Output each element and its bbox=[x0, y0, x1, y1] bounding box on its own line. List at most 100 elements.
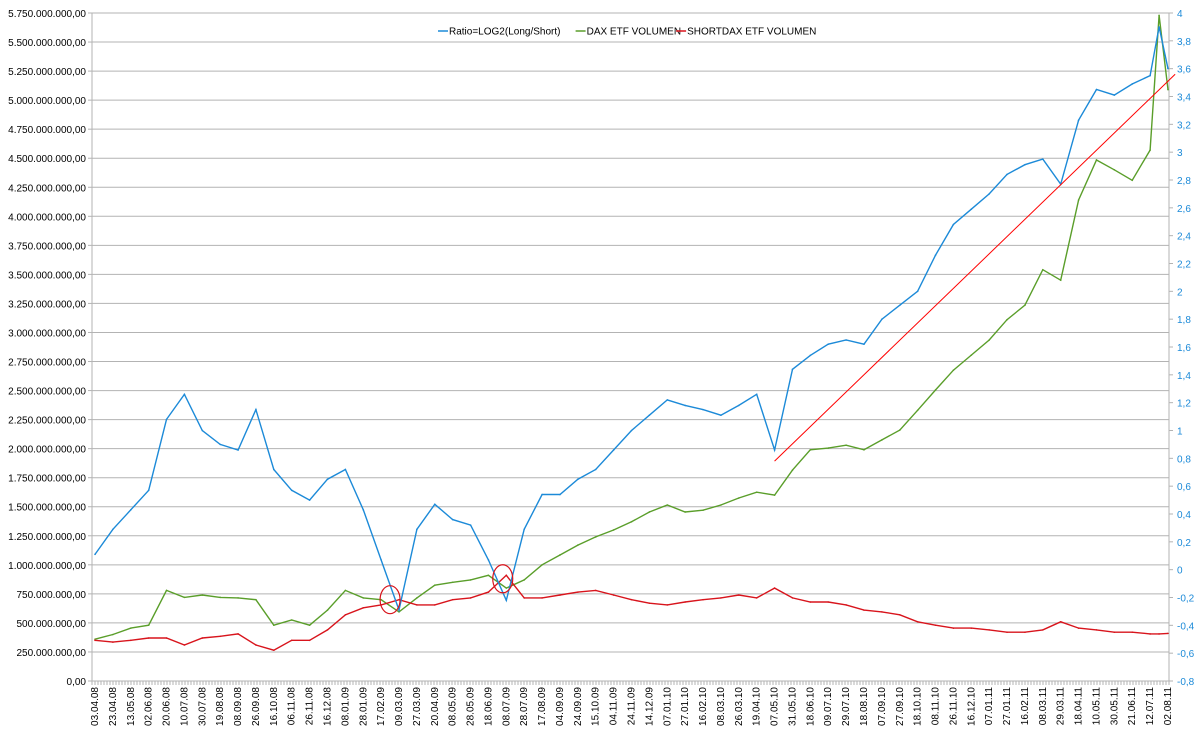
data-point bbox=[863, 343, 865, 346]
x-tick-label: 09.07.10 bbox=[823, 687, 834, 726]
data-point bbox=[970, 627, 973, 629]
right-tick-label: 3 bbox=[1177, 148, 1183, 159]
data-point bbox=[898, 304, 901, 307]
data-point bbox=[666, 399, 669, 401]
x-tick-label: 07.09.10 bbox=[877, 687, 888, 726]
data-point bbox=[612, 449, 615, 451]
x-tick-label: 06.11.08 bbox=[287, 687, 298, 726]
left-tick-label: 4.250.000.000,00 bbox=[8, 183, 86, 194]
left-tick-label: 3.750.000.000,00 bbox=[8, 241, 86, 252]
legend-label: Ratio=LOG2(Long/Short) bbox=[449, 27, 560, 38]
data-point bbox=[1042, 268, 1044, 271]
x-tick-label: 08.05.09 bbox=[448, 687, 459, 726]
right-tick-label: -0,6 bbox=[1177, 649, 1195, 660]
data-point bbox=[827, 601, 830, 603]
right-tick-label: 3,2 bbox=[1177, 120, 1191, 131]
data-point bbox=[1158, 633, 1160, 635]
data-point bbox=[1149, 74, 1151, 77]
right-tick-label: -0,8 bbox=[1177, 677, 1195, 688]
x-tick-label: 18.04.11 bbox=[1074, 687, 1085, 726]
data-point bbox=[720, 504, 722, 506]
data-point bbox=[630, 598, 633, 601]
x-tick-label: 14.12.09 bbox=[644, 687, 655, 726]
data-point bbox=[881, 439, 883, 441]
data-point bbox=[469, 579, 472, 581]
data-point bbox=[702, 598, 704, 601]
data-point bbox=[881, 318, 883, 320]
data-point bbox=[1077, 199, 1080, 201]
data-point bbox=[433, 584, 436, 586]
data-point bbox=[94, 553, 96, 556]
data-point bbox=[112, 528, 114, 531]
data-point bbox=[344, 468, 347, 471]
right-tick-label: 2,6 bbox=[1177, 204, 1191, 215]
data-point bbox=[684, 404, 686, 407]
right-tick-label: 2,4 bbox=[1177, 232, 1191, 243]
data-point bbox=[1042, 629, 1044, 631]
x-tick-label: 08.01.09 bbox=[340, 687, 351, 726]
right-tick-label: 0,6 bbox=[1177, 482, 1191, 493]
data-point bbox=[1113, 169, 1116, 171]
x-tick-label: 18.06.09 bbox=[483, 687, 494, 726]
data-point bbox=[648, 602, 651, 604]
data-point bbox=[827, 447, 830, 449]
data-point bbox=[1131, 179, 1134, 182]
data-point bbox=[1006, 318, 1008, 321]
x-tick-label: 10.05.11 bbox=[1091, 687, 1102, 726]
data-point bbox=[290, 639, 293, 642]
x-tick-label: 16.12.08 bbox=[322, 687, 333, 726]
x-tick-label: 29.03.11 bbox=[1056, 687, 1067, 726]
data-point bbox=[219, 596, 221, 599]
left-tick-label: 1.500.000.000,00 bbox=[8, 503, 86, 514]
left-tick-label: 0,00 bbox=[67, 677, 87, 688]
right-tick-label: -0,4 bbox=[1177, 621, 1195, 632]
data-point bbox=[791, 597, 794, 599]
data-point bbox=[630, 429, 633, 432]
x-tick-label: 09.03.09 bbox=[394, 687, 405, 726]
right-tick-label: 3,4 bbox=[1177, 93, 1191, 104]
data-point bbox=[612, 529, 615, 531]
data-point bbox=[505, 587, 508, 589]
right-tick-label: 0,2 bbox=[1177, 538, 1191, 549]
data-point bbox=[362, 597, 365, 599]
data-point bbox=[702, 408, 704, 411]
data-point bbox=[1006, 173, 1008, 176]
trendline bbox=[774, 73, 1176, 462]
data-point bbox=[273, 649, 275, 652]
data-point bbox=[129, 639, 132, 642]
right-tick-label: 1,2 bbox=[1177, 399, 1191, 410]
data-point bbox=[147, 624, 150, 627]
x-tick-label: 20.06.08 bbox=[162, 687, 173, 726]
data-point bbox=[505, 574, 508, 577]
data-point bbox=[469, 524, 472, 526]
data-point bbox=[1042, 158, 1044, 160]
data-point bbox=[183, 393, 186, 396]
x-tick-label: 30.05.11 bbox=[1109, 687, 1120, 726]
data-point bbox=[326, 629, 329, 631]
data-point bbox=[94, 638, 96, 640]
data-point bbox=[559, 554, 561, 556]
x-tick-label: 08.07.09 bbox=[501, 687, 512, 726]
data-point bbox=[290, 619, 293, 621]
data-point bbox=[791, 469, 794, 471]
data-point bbox=[129, 627, 132, 629]
data-point bbox=[1095, 88, 1098, 91]
data-point bbox=[952, 369, 955, 372]
left-tick-label: 3.500.000.000,00 bbox=[8, 270, 86, 281]
data-point bbox=[487, 559, 490, 561]
x-tick-label: 07.01.11 bbox=[984, 687, 995, 726]
x-tick-label: 18.06.10 bbox=[805, 687, 816, 726]
x-tick-label: 02.08.11 bbox=[1163, 687, 1174, 726]
right-tick-label: 1,8 bbox=[1177, 315, 1191, 326]
data-point bbox=[809, 449, 812, 451]
x-tick-label: 08.03.10 bbox=[716, 687, 727, 726]
right-tick-label: 0,8 bbox=[1177, 454, 1191, 465]
right-tick-label: 1,4 bbox=[1177, 371, 1191, 382]
left-tick-label: 5.750.000.000,00 bbox=[8, 9, 86, 20]
x-tick-label: 08.03.11 bbox=[1038, 687, 1049, 726]
data-point bbox=[380, 559, 382, 561]
x-tick-label: 26.03.10 bbox=[734, 687, 745, 726]
data-point bbox=[308, 624, 311, 627]
x-tick-label: 19.04.10 bbox=[752, 687, 763, 726]
